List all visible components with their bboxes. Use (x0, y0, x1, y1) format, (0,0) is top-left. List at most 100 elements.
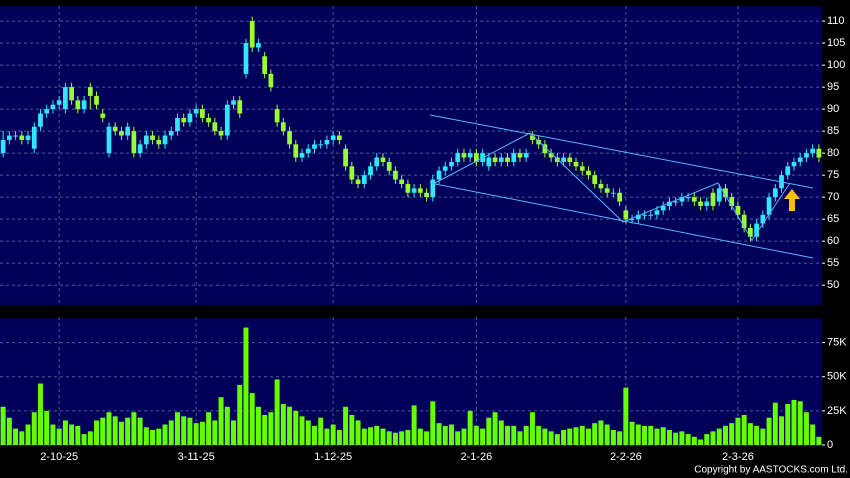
candle-body (81, 100, 87, 110)
candle-body (623, 210, 629, 220)
volume-bar (573, 427, 579, 445)
volume-bar (567, 428, 573, 445)
x-tick-label: 2-2-26 (610, 451, 642, 463)
candle-body (660, 205, 666, 211)
candle-body (611, 192, 616, 194)
candle-body (87, 87, 93, 96)
signal-arrow (784, 189, 800, 211)
volume-bar (473, 425, 479, 445)
candle-body (44, 109, 50, 114)
volume-bar (498, 420, 504, 445)
volume-bar (392, 432, 398, 445)
volume-bar (31, 412, 37, 445)
volume-bar (585, 428, 591, 445)
volume-bar (542, 428, 548, 445)
x-tick-label: 1-12-25 (314, 451, 352, 463)
volume-bar (168, 420, 174, 445)
candle-body (710, 192, 716, 206)
candle-body (206, 117, 211, 123)
volume-bar (324, 428, 330, 445)
candle-body (673, 201, 679, 203)
volume-bar (318, 417, 324, 445)
volume-bar (368, 427, 374, 445)
volume-bar (37, 383, 43, 445)
candle-body (648, 214, 654, 216)
volume-bar (100, 417, 106, 445)
volume-bar (735, 417, 741, 445)
volume-bar (162, 424, 168, 445)
candle-body (411, 188, 417, 193)
volume-bar (343, 406, 349, 445)
volume-bar (330, 424, 336, 445)
volume-bar (492, 412, 498, 445)
candle-body (567, 157, 573, 162)
candle-body (324, 139, 330, 145)
candle-body (467, 153, 473, 158)
volume-bar (13, 428, 19, 445)
y-tick-label: 85 (827, 125, 839, 137)
candle-body (797, 157, 803, 162)
candle-body (69, 87, 74, 101)
candle-body (604, 188, 610, 193)
candle-body (131, 131, 137, 154)
candle-body (498, 157, 504, 162)
y-tick-label: 0 (827, 439, 833, 451)
candle-body (723, 188, 728, 198)
volume-bar (766, 417, 772, 445)
candle-body (810, 148, 816, 154)
volume-bar (125, 417, 131, 445)
candle-body (586, 170, 591, 176)
candle-body (698, 201, 703, 206)
volume-bar (729, 423, 735, 445)
volume-bar (199, 421, 205, 445)
candle-body (598, 183, 604, 189)
volume-bar (785, 404, 791, 445)
candle-body (561, 157, 566, 162)
volume-bar (716, 428, 722, 445)
candle-body (579, 166, 585, 171)
y-tick-label: 65 (827, 213, 839, 225)
volume-panel (0, 318, 822, 445)
volume-bar (355, 420, 361, 445)
x-tick-label: 2-3-26 (722, 451, 754, 463)
candle-body (679, 197, 685, 202)
candle-body (816, 148, 822, 158)
volume-bar (237, 384, 243, 445)
volume-bar (642, 425, 648, 445)
candle-body (119, 131, 124, 136)
trend-lines (429, 114, 814, 259)
candle-body (573, 161, 579, 167)
volume-bar (255, 406, 261, 445)
volume-bar (673, 432, 679, 445)
volume-bar (417, 428, 423, 445)
candle-body (0, 139, 6, 154)
candle-body (361, 175, 367, 184)
y-tick-label: 60 (827, 235, 839, 247)
candle-body (474, 153, 479, 162)
candle-body (536, 139, 542, 145)
volume-bar (592, 423, 598, 445)
candle-body (94, 95, 99, 105)
y-tick-label: 55 (827, 257, 839, 269)
y-tick-label: 70 (827, 191, 839, 203)
volume-bar (685, 434, 691, 445)
volume-bar (511, 425, 517, 445)
candle-body (635, 214, 641, 220)
candle-body (617, 192, 622, 202)
candle-body (374, 157, 380, 167)
volume-bar (336, 429, 342, 445)
candle-body (162, 135, 168, 145)
volume-bar (206, 412, 212, 445)
y-tick-label: 75K (827, 336, 847, 348)
volume-bar (554, 434, 560, 445)
candle-body (791, 161, 797, 167)
candle-body (6, 135, 12, 140)
volume-bar (156, 428, 162, 445)
candle-body (343, 148, 348, 167)
volume-bar (710, 431, 716, 445)
volume-bar (19, 431, 25, 445)
candle-body (486, 157, 492, 167)
volume-bar (779, 416, 785, 445)
volume-bar (299, 416, 305, 445)
volume-bar (467, 410, 473, 445)
